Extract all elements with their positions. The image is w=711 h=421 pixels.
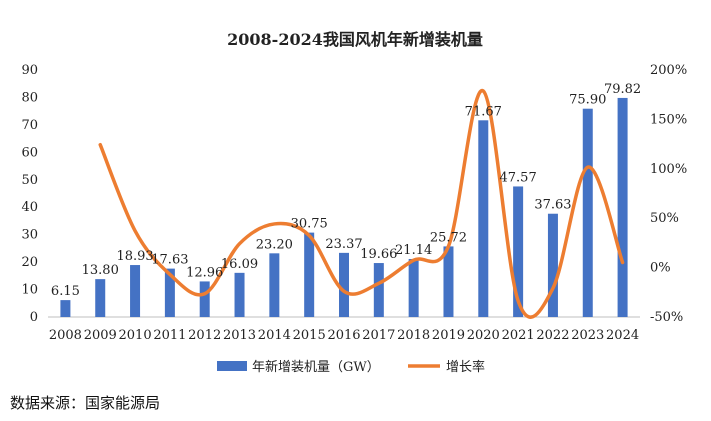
- bar-data-label: 75.90: [569, 93, 606, 108]
- y2-tick-label: 0%: [650, 261, 671, 276]
- x-tick-label: 2022: [536, 328, 569, 343]
- y2-tick-label: -50%: [650, 310, 683, 325]
- y-tick-label: 40: [21, 200, 38, 215]
- y-tick-label: 50: [21, 173, 38, 188]
- bar-data-label: 19.66: [360, 247, 397, 262]
- bar-data-label: 47.57: [500, 170, 537, 185]
- x-tick-label: 2023: [571, 328, 604, 343]
- y-tick-label: 60: [21, 145, 38, 160]
- x-tick-label: 2021: [502, 328, 535, 343]
- bar: [373, 263, 384, 317]
- bar-series: [60, 97, 628, 318]
- y-tick-label: 70: [21, 118, 38, 133]
- x-tick-label: 2018: [397, 328, 430, 343]
- y2-tick-label: 200%: [650, 63, 687, 78]
- bar-data-label: 37.63: [534, 198, 571, 213]
- bar: [304, 232, 315, 317]
- y-tick-label: 0: [30, 310, 38, 325]
- y-tick-label: 20: [21, 255, 38, 270]
- x-tick-label: 2020: [467, 328, 500, 343]
- legend-bar-label: 年新增装机量（GW）: [252, 359, 380, 375]
- bar-data-label: 30.75: [291, 217, 328, 232]
- bar-data-label: 71.67: [465, 104, 502, 119]
- growth-rate-line: [98, 89, 625, 319]
- x-tick-label: 2010: [119, 328, 152, 343]
- bar-data-label: 21.14: [395, 243, 432, 258]
- bar-data-label: 79.82: [604, 82, 641, 97]
- bar: [339, 252, 349, 317]
- bar-data-label: 13.80: [82, 263, 119, 278]
- bar: [130, 265, 141, 317]
- bar-data-label: 17.63: [151, 253, 188, 268]
- x-tick-label: 2012: [188, 328, 221, 343]
- x-tick-label: 2024: [606, 328, 639, 343]
- bar-data-label: 6.15: [51, 284, 80, 299]
- x-tick-label: 2008: [49, 328, 82, 343]
- bar: [95, 279, 106, 317]
- line-series: [98, 89, 625, 319]
- legend: 年新增装机量（GW） 增长率: [217, 359, 485, 375]
- bar: [443, 246, 454, 317]
- bar: [617, 97, 628, 317]
- y2-tick-label: 100%: [650, 162, 687, 177]
- x-tick-label: 2014: [258, 328, 291, 343]
- bar: [164, 268, 175, 317]
- chart-title: 2008-2024我国风机年新增装机量: [227, 30, 483, 49]
- legend-bar-swatch: [217, 361, 247, 371]
- y-tick-label: 30: [21, 228, 38, 243]
- y2-tick-label: 150%: [650, 112, 687, 127]
- x-tick-label: 2013: [223, 328, 256, 343]
- bar: [408, 258, 419, 317]
- y-tick-label: 10: [21, 283, 38, 298]
- y-tick-label: 80: [21, 90, 38, 105]
- bar-data-label: 16.09: [221, 257, 258, 272]
- source-note: 数据来源：国家能源局: [10, 394, 161, 412]
- bar: [582, 108, 593, 318]
- bar: [478, 120, 489, 317]
- x-tick-label: 2011: [153, 328, 186, 343]
- x-tick-label: 2015: [293, 328, 326, 343]
- axes: 0 10 20 30 40 50 60 70 80 90 -50% 0% 50% 100% 150% 200%…: [21, 63, 687, 343]
- x-tick-label: 2017: [362, 328, 395, 343]
- bar-data-label: 12.96: [186, 265, 223, 280]
- bar: [234, 272, 245, 317]
- bar: [269, 253, 280, 317]
- legend-line-label: 增长率: [446, 359, 485, 375]
- x-tick-label: 2019: [432, 328, 465, 343]
- y-tick-label: 90: [21, 63, 38, 78]
- bar: [60, 300, 71, 317]
- bar: [513, 186, 524, 317]
- x-tick-label: 2009: [84, 328, 117, 343]
- bar-data-label: 23.20: [256, 237, 293, 252]
- bar: [547, 213, 558, 317]
- bar-data-label: 25.72: [430, 230, 467, 245]
- bar: [199, 281, 210, 317]
- y2-tick-label: 50%: [650, 211, 679, 226]
- bar-data-label: 23.37: [325, 237, 362, 252]
- x-tick-label: 2016: [327, 328, 360, 343]
- bar-data-label: 18.93: [116, 249, 153, 264]
